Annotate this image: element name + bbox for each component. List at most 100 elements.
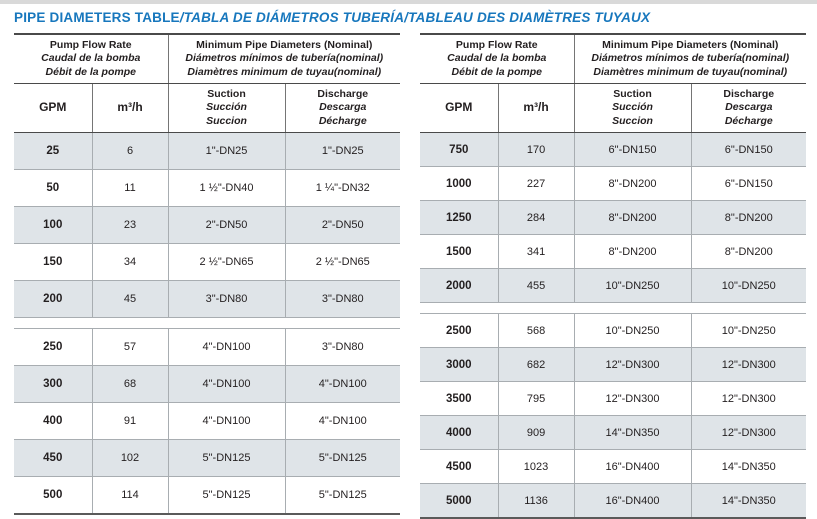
flow-rate-header: Pump Flow Rate Caudal de la bomba Débit … [420, 33, 575, 84]
flow-rate-header-fr: Débit de la pompe [45, 65, 136, 78]
table-row: 100 23 2"-DN50 2"-DN50 [14, 206, 401, 244]
discharge-cell: 1 ¼"-DN32 [284, 169, 401, 207]
discharge-cell: 3"-DN80 [284, 280, 401, 318]
diameters-header: Minimum Pipe Diameters (Nominal) Diámetr… [573, 33, 807, 84]
diameters-header-es: Diámetros mínimos de tubería(nominal) [591, 52, 790, 65]
m3h-cell: 57 [91, 328, 168, 366]
suction-cell: 16"-DN400 [573, 483, 692, 519]
data-group-2: 2500 568 10"-DN250 10"-DN250 3000 682 12"-DN30… [420, 313, 807, 519]
discharge-header: Discharge Descarga Décharge [284, 83, 401, 133]
table-row: 2000 455 10"-DN250 10"-DN250 [420, 268, 807, 303]
gpm-cell: 250 [14, 328, 92, 366]
flow-rate-header: Pump Flow Rate Caudal de la bomba Débit … [14, 33, 168, 84]
sub-header-row: GPM m³/h Suction Succión Succion Dischar… [14, 83, 401, 133]
suction-header-fr: Succion [612, 114, 653, 127]
discharge-header-en: Discharge [723, 87, 775, 100]
group-header-row: Pump Flow Rate Caudal de la bomba Débit … [14, 33, 401, 84]
gpm-cell: 450 [14, 439, 92, 477]
m3h-cell: 6 [91, 132, 168, 170]
discharge-cell: 14"-DN350 [690, 483, 807, 519]
suction-cell: 5"-DN125 [167, 476, 285, 515]
m3h-cell: 284 [497, 200, 575, 235]
suction-cell: 4"-DN100 [167, 402, 285, 440]
suction-cell: 16"-DN400 [573, 449, 692, 484]
table-row: 2500 568 10"-DN250 10"-DN250 [420, 313, 807, 348]
suction-cell: 6"-DN150 [573, 132, 692, 167]
table-header: Pump Flow Rate Caudal de la bomba Débit … [420, 33, 807, 133]
table-row: 400 91 4"-DN100 4"-DN100 [14, 402, 401, 440]
gpm-cell: 2000 [420, 268, 499, 303]
suction-cell: 8"-DN200 [573, 200, 692, 235]
discharge-cell: 10"-DN250 [690, 313, 807, 348]
table-row: 300 68 4"-DN100 4"-DN100 [14, 365, 401, 403]
m3h-cell: 795 [497, 381, 575, 416]
suction-cell: 10"-DN250 [573, 268, 692, 303]
suction-cell: 4"-DN100 [167, 328, 285, 366]
discharge-cell: 5"-DN125 [284, 476, 401, 515]
suction-header: Suction Succión Succion [167, 83, 285, 133]
table-row: 25 6 1"-DN25 1"-DN25 [14, 132, 401, 170]
suction-cell: 3"-DN80 [167, 280, 285, 318]
m3h-cell: 341 [497, 234, 575, 269]
suction-cell: 12"-DN300 [573, 381, 692, 416]
suction-header: Suction Succión Succion [573, 83, 692, 133]
diameters-header-en: Minimum Pipe Diameters (Nominal) [196, 38, 373, 51]
discharge-cell: 14"-DN350 [690, 449, 807, 484]
gpm-header: GPM [14, 83, 92, 133]
gpm-cell: 200 [14, 280, 92, 318]
gpm-cell: 5000 [420, 483, 499, 519]
table-header: Pump Flow Rate Caudal de la bomba Débit … [14, 33, 401, 133]
gpm-cell: 1000 [420, 166, 499, 201]
suction-cell: 5"-DN125 [167, 439, 285, 477]
m3h-cell: 1023 [497, 449, 575, 484]
suction-cell: 8"-DN200 [573, 166, 692, 201]
diameters-header: Minimum Pipe Diameters (Nominal) Diámetr… [167, 33, 401, 84]
table-row: 750 170 6"-DN150 6"-DN150 [420, 132, 807, 167]
discharge-cell: 12"-DN300 [690, 381, 807, 416]
m3h-cell: 114 [91, 476, 168, 515]
group-gap [420, 302, 807, 314]
tables-container: Pump Flow Rate Caudal de la bomba Débit … [14, 33, 807, 519]
discharge-cell: 2"-DN50 [284, 206, 401, 244]
page-title-translations: /TABLA DE DIÁMETROS TUBERÍA/TABLEAU DES … [179, 10, 651, 25]
diameters-header-fr: Diamètres minimum de tuyau(nominal) [593, 65, 788, 78]
diameters-header-fr: Diamètres minimum de tuyau(nominal) [187, 65, 382, 78]
m3h-cell: 102 [91, 439, 168, 477]
pipe-table-right: Pump Flow Rate Caudal de la bomba Débit … [420, 33, 807, 519]
discharge-header-es: Descarga [319, 101, 367, 114]
page-title-main: PIPE DIAMETERS TABLE [14, 10, 180, 25]
gpm-cell: 25 [14, 132, 92, 170]
sub-header-row: GPM m³/h Suction Succión Succion Dischar… [420, 83, 807, 133]
gpm-cell: 1500 [420, 234, 499, 269]
table-row: 1250 284 8"-DN200 8"-DN200 [420, 200, 807, 235]
gpm-cell: 3500 [420, 381, 499, 416]
suction-cell: 4"-DN100 [167, 365, 285, 403]
discharge-cell: 4"-DN100 [284, 402, 401, 440]
gpm-cell: 2500 [420, 313, 499, 348]
gpm-header: GPM [420, 83, 499, 133]
suction-cell: 2 ½"-DN65 [167, 243, 285, 281]
suction-header-es: Succión [206, 101, 247, 114]
page-title: PIPE DIAMETERS TABLE/TABLA DE DIÁMETROS … [14, 10, 806, 25]
gpm-cell: 750 [420, 132, 499, 167]
discharge-header-en: Discharge [317, 87, 369, 100]
data-group-1: 750 170 6"-DN150 6"-DN150 1000 227 8"-DN200 6"-… [420, 132, 807, 303]
discharge-cell: 10"-DN250 [690, 268, 807, 303]
group-header-row: Pump Flow Rate Caudal de la bomba Débit … [420, 33, 807, 84]
gpm-cell: 4000 [420, 415, 499, 450]
discharge-cell: 2 ½"-DN65 [284, 243, 401, 281]
discharge-header-es: Descarga [725, 101, 773, 114]
m3h-header: m³/h [91, 83, 168, 133]
discharge-header-fr: Décharge [724, 114, 773, 127]
m3h-cell: 68 [91, 365, 168, 403]
m3h-cell: 45 [91, 280, 168, 318]
discharge-cell: 12"-DN300 [690, 347, 807, 382]
suction-cell: 2"-DN50 [167, 206, 285, 244]
suction-header-es: Succión [612, 101, 653, 114]
gpm-cell: 300 [14, 365, 92, 403]
discharge-cell: 4"-DN100 [284, 365, 401, 403]
discharge-cell: 3"-DN80 [284, 328, 401, 366]
gap-row [420, 302, 807, 314]
suction-cell: 10"-DN250 [573, 313, 692, 348]
